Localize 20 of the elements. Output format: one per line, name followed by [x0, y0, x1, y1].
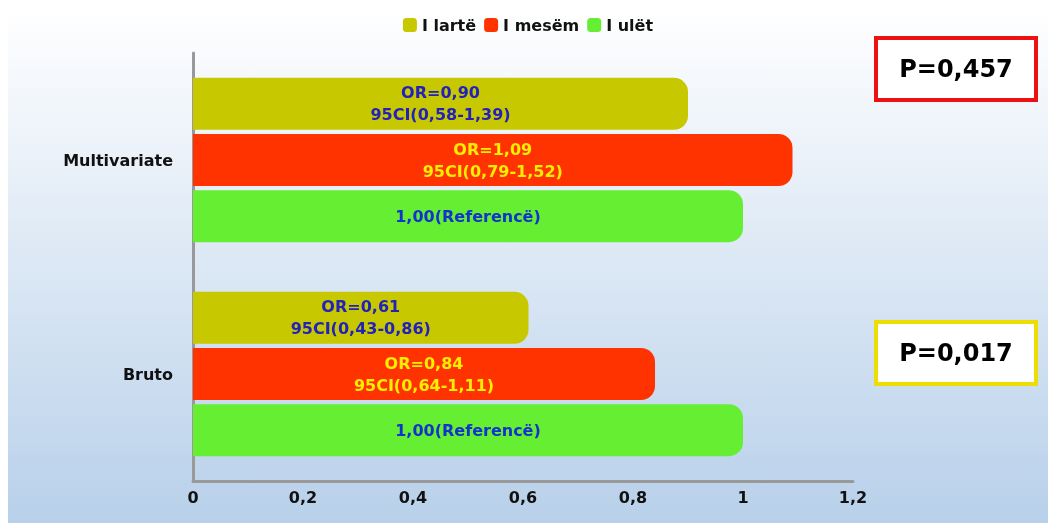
x-tick-label: 0,4	[398, 487, 428, 507]
x-tick-label: 0	[187, 487, 199, 507]
x-tick-label: 0,2	[288, 487, 318, 507]
legend-label: I lartë	[421, 15, 477, 35]
y-tick-label: Multivariate	[63, 150, 174, 170]
legend-label: I mesëm	[503, 15, 580, 35]
x-tick-label: 1	[737, 487, 749, 507]
y-tick-label: Bruto	[122, 364, 173, 384]
text: P=0,457	[899, 55, 1013, 83]
data-label: OR=0,90 95CI(0,58-1,39)	[370, 83, 511, 125]
x-tick-label: 0,6	[508, 487, 538, 507]
data-label: 1,00(Referencë)	[395, 206, 541, 226]
data-label: 1,00(Referencë)	[395, 420, 541, 440]
legend-label: I ulët	[606, 15, 654, 35]
data-label: OR=0,84 95CI(0,64-1,11)	[353, 353, 495, 395]
x-tick-label: 1,2	[838, 487, 868, 507]
text: P=0,017	[899, 339, 1013, 367]
data-label: OR=0,61 95CI(0,43-0,86)	[290, 297, 431, 339]
data-label: OR=1,09 95CI(0,79-1,52)	[422, 139, 563, 181]
x-tick-label: 0,8	[618, 487, 648, 507]
